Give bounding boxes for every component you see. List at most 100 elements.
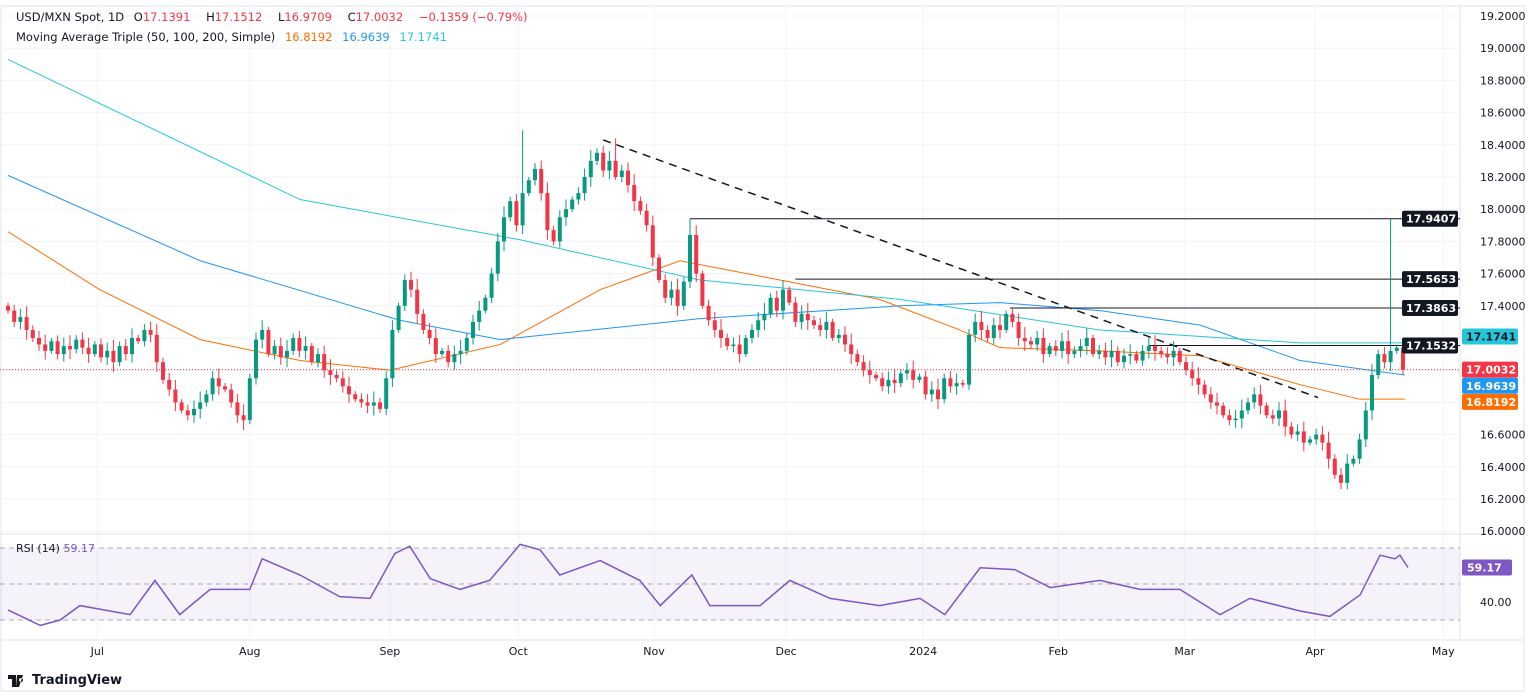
candle bbox=[421, 309, 426, 335]
candle bbox=[204, 389, 209, 407]
candle bbox=[681, 277, 686, 310]
candle-body bbox=[1060, 341, 1064, 351]
candle bbox=[123, 338, 128, 361]
candle-body bbox=[123, 346, 128, 355]
candle-body bbox=[489, 273, 494, 298]
candle-body bbox=[1264, 405, 1269, 416]
ohlc-open: O17.1391 bbox=[134, 10, 197, 24]
candle bbox=[1270, 409, 1275, 424]
candle-body bbox=[712, 320, 717, 330]
candle-body bbox=[1320, 434, 1325, 443]
rsi-value-tag bbox=[1462, 559, 1512, 576]
candle-body bbox=[799, 313, 804, 322]
level-price-tag bbox=[1402, 300, 1458, 317]
ma100-price-tag bbox=[1462, 377, 1518, 394]
candle-body bbox=[874, 375, 878, 379]
ohlc-low: L16.9709 bbox=[278, 10, 338, 24]
candle bbox=[285, 339, 289, 368]
candle-body bbox=[650, 225, 655, 258]
candle-body bbox=[415, 289, 420, 314]
candle bbox=[818, 318, 823, 337]
last-price-label: 17.0032 bbox=[1466, 364, 1516, 377]
candle-body bbox=[1202, 384, 1207, 395]
candle-body bbox=[855, 354, 860, 363]
candle bbox=[830, 318, 835, 341]
candle-body bbox=[1010, 313, 1015, 322]
ma100-value: 16.9639 bbox=[342, 30, 390, 44]
candle bbox=[489, 267, 494, 303]
y-tick-label: 18.0000 bbox=[1480, 203, 1526, 216]
candle bbox=[1196, 367, 1201, 395]
candle-body bbox=[743, 338, 748, 355]
candle bbox=[1277, 402, 1281, 427]
candle bbox=[1053, 340, 1058, 357]
candle-body bbox=[136, 338, 141, 342]
candle-body bbox=[793, 302, 798, 322]
candle-body bbox=[1326, 442, 1331, 459]
candle bbox=[843, 326, 847, 352]
candle-body bbox=[1283, 410, 1288, 427]
candle-body bbox=[632, 185, 637, 202]
y-tick-label: 19.2000 bbox=[1480, 10, 1526, 23]
candle bbox=[266, 326, 271, 357]
ma50-price-tag bbox=[1462, 393, 1518, 410]
candle-body bbox=[1177, 350, 1182, 363]
candle bbox=[998, 315, 1002, 339]
candle-body bbox=[130, 338, 134, 355]
candle bbox=[1035, 330, 1040, 351]
candle bbox=[762, 302, 767, 331]
candle-body bbox=[1339, 474, 1343, 483]
candle bbox=[892, 368, 897, 393]
candle bbox=[173, 379, 178, 412]
candle-body bbox=[458, 350, 463, 355]
x-tick-label: Oct bbox=[509, 645, 529, 658]
candle-body bbox=[886, 379, 891, 387]
candle bbox=[929, 381, 934, 402]
candle bbox=[1382, 347, 1387, 369]
candle bbox=[942, 373, 947, 404]
candle bbox=[936, 378, 940, 410]
candle bbox=[1060, 332, 1064, 359]
candle-body bbox=[613, 160, 618, 177]
candle-body bbox=[192, 408, 196, 416]
candle-body bbox=[948, 378, 953, 387]
candle bbox=[905, 363, 909, 380]
candle bbox=[1146, 337, 1151, 359]
candle bbox=[644, 203, 649, 232]
candle bbox=[142, 324, 147, 347]
candle bbox=[1184, 356, 1188, 376]
candle bbox=[254, 332, 258, 385]
candle bbox=[378, 397, 382, 413]
candle bbox=[1109, 339, 1114, 368]
candle-body bbox=[1357, 439, 1362, 459]
ma200-price-label: 17.1741 bbox=[1466, 331, 1516, 344]
candle-body bbox=[154, 334, 159, 363]
candle-body bbox=[1097, 350, 1102, 355]
candle bbox=[1295, 424, 1300, 441]
candle bbox=[967, 328, 971, 390]
candle bbox=[1326, 431, 1331, 469]
level-price-label: 17.9407 bbox=[1406, 213, 1456, 226]
candle bbox=[390, 320, 395, 387]
candle-body bbox=[266, 329, 271, 355]
candle-body bbox=[942, 378, 947, 400]
candle-body bbox=[142, 329, 147, 342]
candle-body bbox=[551, 230, 556, 242]
candle-body bbox=[973, 321, 978, 335]
tradingview-logo[interactable]: TradingView bbox=[8, 673, 122, 688]
candle-body bbox=[111, 350, 116, 363]
ma200-value: 17.1741 bbox=[399, 30, 447, 44]
candle bbox=[68, 335, 72, 360]
candle bbox=[533, 163, 537, 186]
candle-body bbox=[167, 379, 172, 390]
x-tick-label: Nov bbox=[643, 645, 665, 658]
candle bbox=[886, 371, 891, 394]
candle-body bbox=[285, 350, 289, 358]
candle bbox=[1171, 341, 1176, 367]
candle-body bbox=[1289, 426, 1294, 435]
ohlc-high: H17.1512 bbox=[206, 10, 268, 24]
candle bbox=[1066, 330, 1071, 364]
candle bbox=[508, 196, 513, 222]
candle-body bbox=[967, 334, 971, 385]
